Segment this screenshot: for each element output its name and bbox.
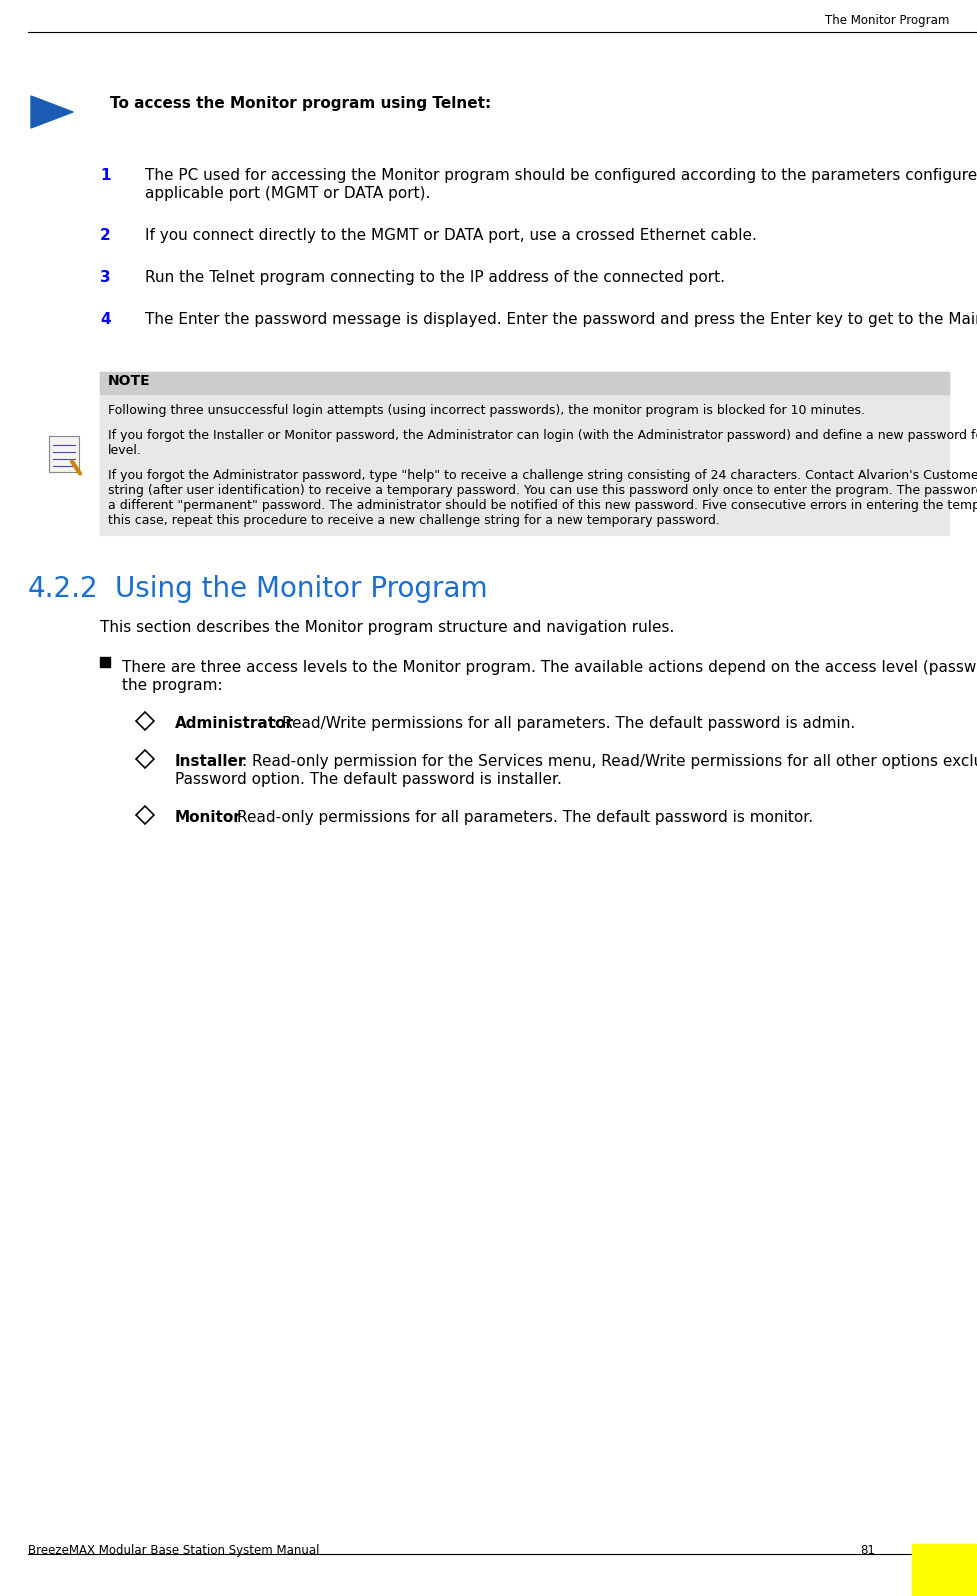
Polygon shape bbox=[31, 96, 73, 128]
Text: NOTE: NOTE bbox=[108, 373, 150, 388]
Bar bbox=[100, 372, 949, 394]
Bar bbox=[100, 372, 949, 535]
Text: The Monitor Program: The Monitor Program bbox=[825, 14, 949, 27]
Text: this case, repeat this procedure to receive a new challenge string for a new tem: this case, repeat this procedure to rece… bbox=[108, 514, 720, 527]
Text: a different "permanent" password. The administrator should be notified of this n: a different "permanent" password. The ad… bbox=[108, 500, 977, 512]
Text: string (after user identification) to receive a temporary password. You can use : string (after user identification) to re… bbox=[108, 484, 977, 496]
FancyBboxPatch shape bbox=[49, 436, 79, 471]
Text: If you connect directly to the MGMT or DATA port, use a crossed Ethernet cable.: If you connect directly to the MGMT or D… bbox=[145, 228, 757, 243]
Text: level.: level. bbox=[108, 444, 142, 456]
Text: Password option. The default password is installer.: Password option. The default password is… bbox=[175, 772, 562, 787]
Text: Installer: Installer bbox=[175, 753, 246, 769]
Text: There are three access levels to the Monitor program. The available actions depe: There are three access levels to the Mon… bbox=[122, 661, 977, 675]
Text: Administrator: Administrator bbox=[175, 717, 294, 731]
Polygon shape bbox=[136, 806, 154, 824]
Text: BreezeMAX Modular Base Station System Manual: BreezeMAX Modular Base Station System Ma… bbox=[28, 1543, 319, 1558]
Text: If you forgot the Administrator password, type "help" to receive a challenge str: If you forgot the Administrator password… bbox=[108, 469, 977, 482]
Text: If you forgot the Installer or Monitor password, the Administrator can login (wi: If you forgot the Installer or Monitor p… bbox=[108, 429, 977, 442]
Text: 4.2.2: 4.2.2 bbox=[28, 575, 99, 603]
Bar bbox=[100, 658, 110, 667]
Text: Following three unsuccessful login attempts (using incorrect passwords), the mon: Following three unsuccessful login attem… bbox=[108, 404, 865, 417]
Polygon shape bbox=[136, 750, 154, 768]
Text: the program:: the program: bbox=[122, 678, 223, 693]
Text: applicable port (MGMT or DATA port).: applicable port (MGMT or DATA port). bbox=[145, 187, 431, 201]
Text: This section describes the Monitor program structure and navigation rules.: This section describes the Monitor progr… bbox=[100, 619, 674, 635]
Text: Monitor: Monitor bbox=[175, 811, 241, 825]
Text: 3: 3 bbox=[100, 270, 110, 286]
Text: The PC used for accessing the Monitor program should be configured according to : The PC used for accessing the Monitor pr… bbox=[145, 168, 977, 184]
Text: The Enter the password message is displayed. Enter the password and press the En: The Enter the password message is displa… bbox=[145, 311, 977, 327]
Text: Using the Monitor Program: Using the Monitor Program bbox=[115, 575, 488, 603]
Text: 2: 2 bbox=[100, 228, 110, 243]
Text: Run the Telnet program connecting to the IP address of the connected port.: Run the Telnet program connecting to the… bbox=[145, 270, 725, 286]
Text: 4: 4 bbox=[100, 311, 110, 327]
Text: : Read/Write permissions for all parameters. The default password is admin.: : Read/Write permissions for all paramet… bbox=[273, 717, 856, 731]
Text: : Read-only permissions for all parameters. The default password is monitor.: : Read-only permissions for all paramete… bbox=[228, 811, 814, 825]
Text: 81: 81 bbox=[860, 1543, 874, 1558]
Text: : Read-only permission for the Services menu, Read/Write permissions for all oth: : Read-only permission for the Services … bbox=[242, 753, 977, 769]
Polygon shape bbox=[136, 712, 154, 729]
Text: To access the Monitor program using Telnet:: To access the Monitor program using Teln… bbox=[110, 96, 491, 112]
Text: 1: 1 bbox=[100, 168, 110, 184]
Bar bbox=[912, 1543, 977, 1596]
